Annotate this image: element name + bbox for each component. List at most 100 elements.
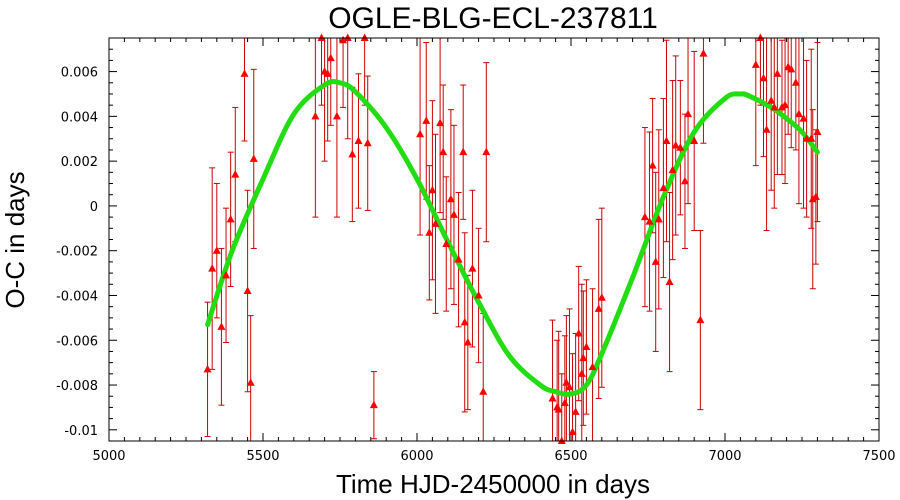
data-point (690, 136, 699, 144)
data-point (813, 127, 822, 136)
data-point (671, 140, 680, 149)
x-tick-label: 7500 (862, 449, 895, 464)
y-tick-label: -0.004 (56, 289, 98, 304)
data-point (781, 100, 790, 109)
data-point (454, 255, 463, 263)
data-point (791, 78, 800, 86)
x-tick-label: 6500 (554, 449, 587, 464)
data-point (654, 214, 663, 223)
data-point (249, 154, 258, 162)
data-point (339, 35, 348, 44)
data-point (560, 398, 569, 406)
data-point (662, 136, 671, 144)
data-point (332, 111, 341, 120)
data-point (756, 33, 765, 41)
data-point (794, 109, 803, 118)
y-tick-label: -0.006 (56, 334, 98, 349)
data-point (651, 257, 660, 265)
data-point (699, 49, 708, 57)
data-point (787, 64, 796, 73)
data-point (222, 270, 231, 279)
data-point (217, 322, 226, 330)
data-point (323, 69, 332, 77)
fit-curve (205, 79, 820, 397)
data-point (588, 362, 597, 371)
y-tick-label: 0.004 (61, 110, 98, 125)
data-point (548, 393, 557, 402)
data-point (360, 33, 369, 41)
data-point (428, 185, 437, 194)
data-point (436, 118, 445, 127)
chart-title: OGLE-BLG-ECL-237811 (328, 2, 658, 35)
data-point (354, 136, 363, 144)
x-tick-label: 6000 (400, 449, 433, 464)
data-point (594, 304, 603, 312)
data-point (208, 264, 217, 272)
data-point (640, 212, 649, 221)
data-point (577, 369, 586, 377)
data-point (571, 407, 580, 415)
data-point (317, 33, 326, 41)
data-point (431, 219, 440, 227)
data-point (226, 214, 235, 223)
data-markers (203, 33, 822, 444)
data-point (246, 378, 255, 386)
data-point (463, 337, 472, 346)
data-point (449, 210, 458, 218)
data-point (648, 161, 657, 169)
data-point (554, 405, 563, 413)
data-point (240, 69, 249, 77)
y-tick-label: -0.008 (56, 379, 98, 394)
x-tick-label: 7000 (708, 449, 741, 464)
data-point (574, 329, 583, 337)
data-point (767, 96, 776, 104)
y-tick-label: -0.002 (56, 245, 98, 260)
data-point (468, 264, 477, 272)
data-point (343, 33, 352, 41)
data-point (759, 73, 768, 82)
data-point (773, 69, 782, 77)
data-point (459, 147, 468, 156)
data-point (665, 277, 674, 286)
data-point (676, 143, 685, 151)
data-point (582, 342, 591, 350)
data-point (811, 192, 820, 200)
data-point (579, 353, 588, 362)
data-point (479, 387, 488, 395)
data-point (557, 436, 566, 444)
y-tick-label: 0 (90, 200, 98, 215)
data-point (799, 114, 808, 122)
y-tick-label: 0.002 (61, 155, 98, 170)
axis-ticks: 5000 5500 6000 6500 7000 7500 -0.01 -0.008 -0.00… (56, 38, 896, 464)
data-point (482, 147, 491, 156)
data-point (212, 246, 221, 254)
data-point (369, 400, 378, 409)
data-point (203, 364, 212, 373)
data-point (425, 228, 434, 236)
data-point (416, 129, 425, 138)
data-point (645, 217, 654, 225)
data-point (439, 147, 448, 156)
data-point (363, 138, 372, 147)
data-point (422, 116, 431, 124)
data-point (659, 183, 668, 192)
data-point (243, 286, 252, 294)
data-point (568, 427, 577, 436)
data-point (684, 109, 693, 118)
data-point (565, 382, 574, 391)
data-point (446, 194, 455, 203)
data-point (680, 176, 689, 185)
data-point (770, 102, 779, 111)
data-point (460, 317, 469, 326)
data-point (231, 170, 240, 178)
data-point (597, 293, 606, 301)
data-point (751, 60, 760, 68)
data-point (762, 125, 771, 133)
y-tick-label: -0.01 (64, 424, 98, 439)
y-axis-label: O-C in days (0, 171, 30, 308)
data-point (562, 378, 571, 386)
data-point (807, 134, 816, 142)
data-point (326, 53, 335, 62)
data-point (348, 149, 357, 158)
